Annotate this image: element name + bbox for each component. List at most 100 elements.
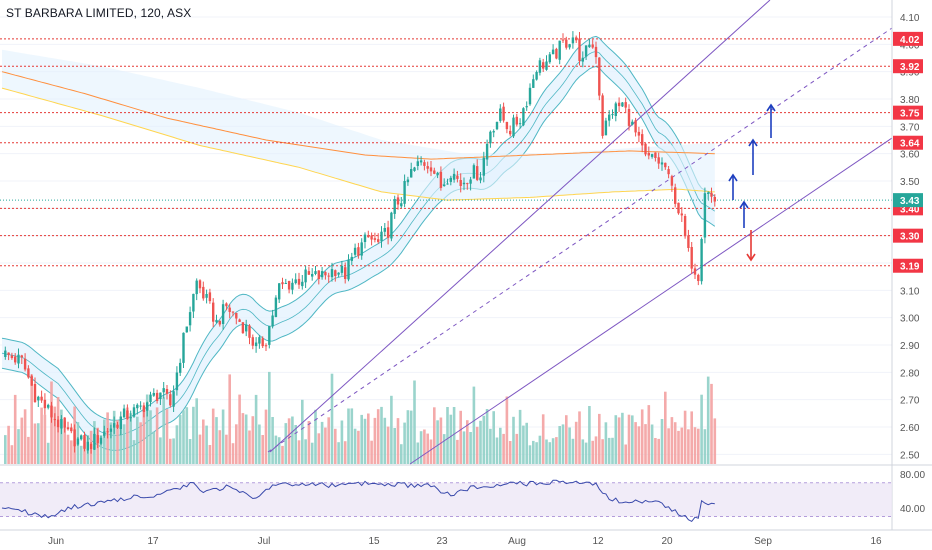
candle-body <box>660 162 664 165</box>
volume-bar <box>4 435 7 464</box>
volume-bar <box>551 438 555 464</box>
time-tick-label: 12 <box>592 536 604 547</box>
volume-bar <box>50 381 53 464</box>
price-level-badge <box>893 135 923 150</box>
volume-bar <box>205 425 208 464</box>
volume-bar <box>673 422 677 464</box>
candle-body <box>330 269 334 278</box>
volume-bar <box>400 444 403 464</box>
candle-body <box>66 427 70 430</box>
volume-bar <box>301 399 304 464</box>
candle-body <box>169 394 172 406</box>
candle-body <box>198 280 202 289</box>
candle-body <box>185 326 188 333</box>
candle-body <box>344 267 347 279</box>
candle-body <box>212 302 215 322</box>
volume-bar <box>594 436 598 464</box>
candle-body <box>4 350 7 357</box>
candle-body <box>27 368 30 378</box>
candle-body <box>565 39 568 48</box>
candle-body <box>608 114 611 121</box>
candle-body <box>363 234 367 242</box>
candle-body <box>433 170 436 174</box>
volume-bar <box>703 429 707 464</box>
candle-body <box>677 202 680 214</box>
candle-body <box>248 325 251 338</box>
volume-bar <box>340 420 344 464</box>
volume-bar <box>522 425 525 464</box>
candle-body <box>99 437 103 444</box>
volume-bar <box>46 442 50 464</box>
volume-bar <box>680 427 684 464</box>
volume-bar <box>13 394 17 464</box>
volume-bar <box>390 395 393 464</box>
candle-body <box>581 57 584 62</box>
channel <box>267 0 893 465</box>
candle-body <box>327 275 330 277</box>
volume-bar <box>413 380 416 464</box>
volume-bar <box>462 431 466 464</box>
candle-body <box>254 342 258 347</box>
candle-body <box>89 443 93 450</box>
volume-bar <box>27 436 30 464</box>
volume-bar <box>624 444 627 464</box>
volume-bar <box>248 430 251 464</box>
volume-bar <box>713 418 717 464</box>
candle-body <box>654 152 657 158</box>
volume-bar <box>198 434 202 464</box>
candle-body <box>591 44 594 48</box>
volume-bars <box>4 371 717 464</box>
volume-bar <box>271 417 274 464</box>
candle-body <box>192 293 195 312</box>
candle-body <box>403 181 406 204</box>
volume-bar <box>7 425 10 464</box>
candle-body <box>287 281 291 290</box>
candle-body <box>63 417 66 428</box>
candle-body <box>545 61 548 70</box>
price-tick-label: 2.80 <box>900 368 920 379</box>
volume-bar <box>70 440 73 464</box>
candle-body <box>571 37 575 44</box>
price-level-badge <box>893 105 923 120</box>
volume-bar <box>188 439 192 464</box>
candle-body <box>109 428 113 432</box>
volume-bar <box>20 417 24 464</box>
candle-body <box>334 270 337 276</box>
arrow-head <box>746 253 756 262</box>
candle-body <box>337 272 340 275</box>
candle-body <box>80 435 83 440</box>
candle-body <box>93 433 96 450</box>
volume-bar <box>343 441 347 464</box>
volume-bar <box>555 437 558 464</box>
volume-bar <box>251 416 255 464</box>
candle-body <box>301 281 304 287</box>
candle-body <box>106 431 109 433</box>
volume-bar <box>710 383 713 464</box>
candle-body <box>360 242 363 256</box>
volume-bar <box>650 424 654 464</box>
candle-body <box>495 121 499 130</box>
candle-body <box>429 167 433 172</box>
candle-body <box>188 312 192 326</box>
candle-body <box>20 355 23 358</box>
candle-body <box>568 44 571 48</box>
candle-body <box>314 271 317 274</box>
volume-bar <box>466 420 469 464</box>
candle-body <box>667 169 670 175</box>
volume-bar <box>178 415 182 464</box>
candle-body <box>578 38 581 61</box>
volume-bar <box>155 407 159 464</box>
volume-bar <box>145 394 149 464</box>
price-level-badge <box>893 228 923 243</box>
candle-body <box>512 117 515 137</box>
volume-bar <box>149 410 152 464</box>
candle-body <box>624 102 627 108</box>
candle-body <box>419 160 423 163</box>
volume-bar <box>660 419 664 464</box>
volume-bar <box>459 410 462 464</box>
volume-bar <box>33 423 37 464</box>
volume-bar <box>208 445 212 464</box>
candle-body <box>710 192 713 197</box>
candle-body <box>551 49 555 55</box>
